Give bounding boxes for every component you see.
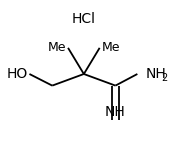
Text: Me: Me (48, 41, 66, 54)
Text: HO: HO (6, 67, 28, 81)
Text: Me: Me (101, 41, 120, 54)
Text: NH: NH (145, 67, 166, 81)
Text: 2: 2 (162, 73, 168, 83)
Text: HCl: HCl (72, 12, 96, 26)
Text: NH: NH (105, 105, 126, 119)
